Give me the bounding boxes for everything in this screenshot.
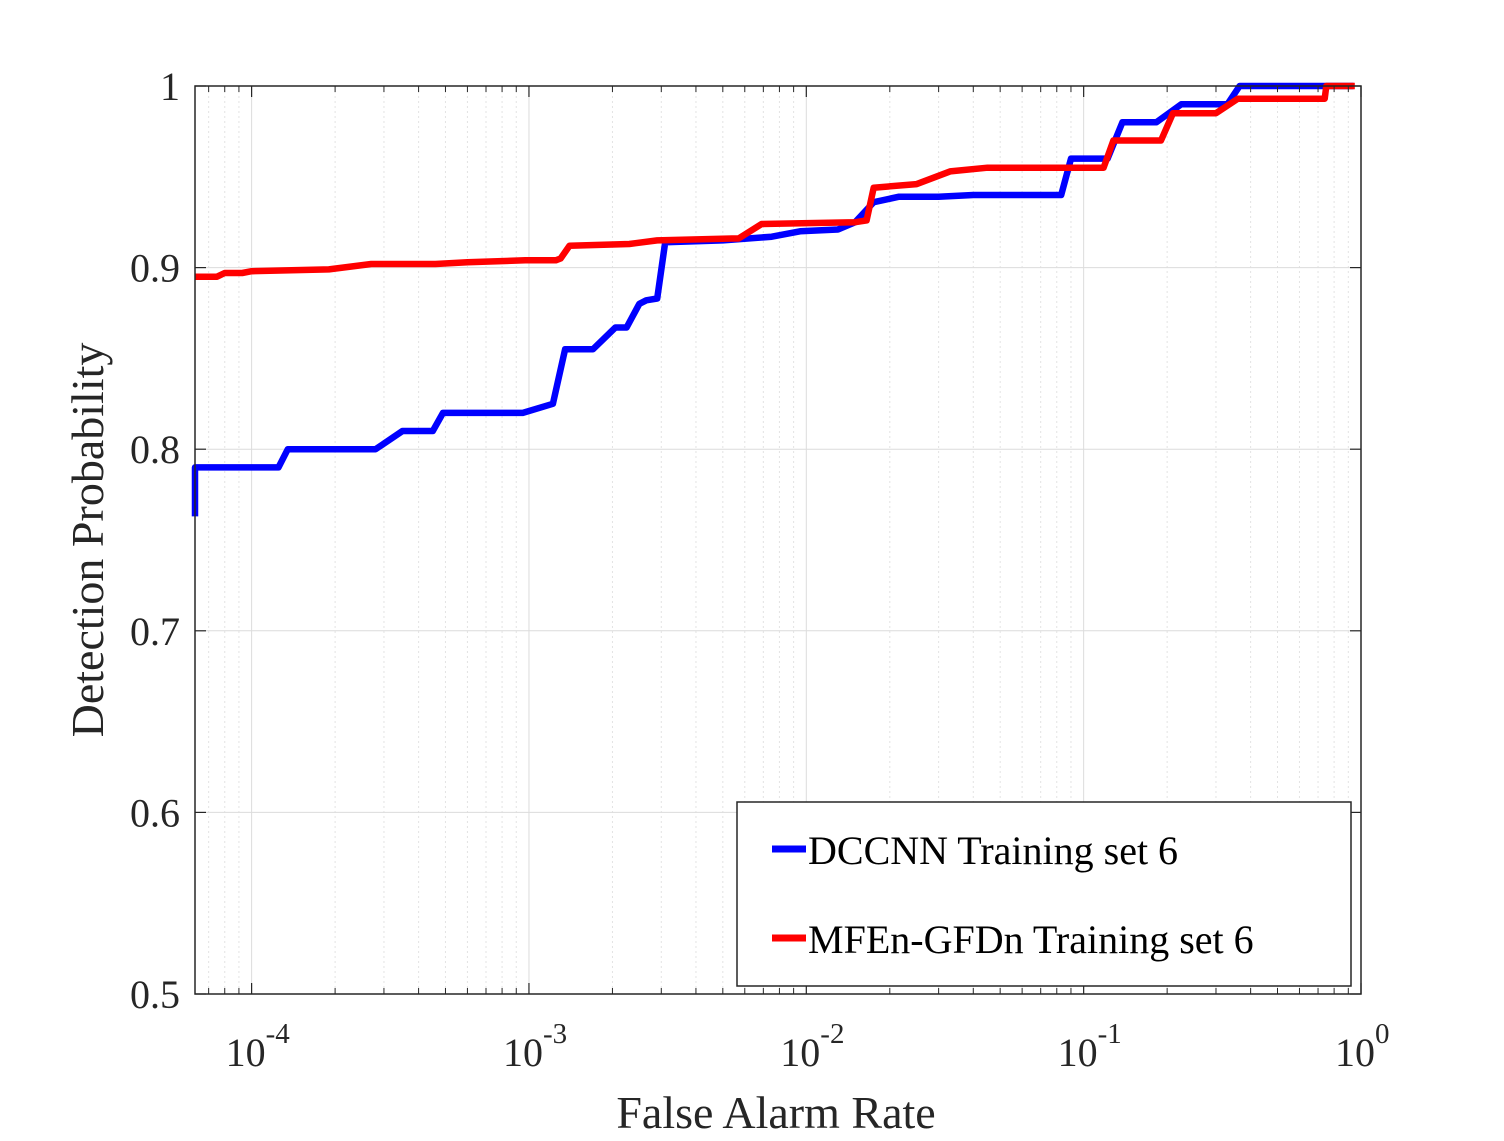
y-tick-label: 0.9 <box>130 246 180 291</box>
x-tick-label: 10 <box>1058 1030 1098 1075</box>
series-layer <box>191 82 1355 517</box>
x-tick-label-exponent: -1 <box>1098 1018 1122 1050</box>
axis-ticks <box>195 85 1362 995</box>
x-tick-label-exponent: -4 <box>266 1018 291 1050</box>
legend-box <box>736 801 1352 987</box>
x-tick-label: 10 <box>780 1030 820 1075</box>
y-tick-label: 1 <box>160 64 180 109</box>
legend: DCCNN Training set 6 MFEn-GFDn Training … <box>736 801 1352 987</box>
legend-label-dccnn: DCCNN Training set 6 <box>808 828 1178 873</box>
x-tick-label-exponent: -2 <box>820 1018 844 1050</box>
y-tick-label: 0.7 <box>130 609 180 654</box>
x-tick-label: 10 <box>503 1030 543 1075</box>
x-tick-label-exponent: -3 <box>543 1018 567 1050</box>
y-tick-label: 0.5 <box>130 972 180 1017</box>
plot-area-border <box>194 85 1362 995</box>
x-tick-label-exponent: 0 <box>1375 1018 1390 1050</box>
y-tick-label: 0.6 <box>130 790 180 835</box>
y-tick-label: 0.8 <box>130 427 180 472</box>
tick-labels: 10 -4 10 -3 10 -2 10 -1 10 00.50.60.70.80.91 <box>130 64 1390 1075</box>
series-line-mfen-gfdn <box>195 82 1355 280</box>
y-axis-label: Detection Probability <box>62 343 113 738</box>
legend-label-mfen-gfdn: MFEn-GFDn Training set 6 <box>808 917 1254 962</box>
x-tick-label: 10 <box>226 1030 266 1075</box>
series-line-dccnn <box>191 82 1354 517</box>
x-axis-label: False Alarm Rate <box>616 1087 935 1138</box>
x-tick-label: 10 <box>1335 1030 1375 1075</box>
